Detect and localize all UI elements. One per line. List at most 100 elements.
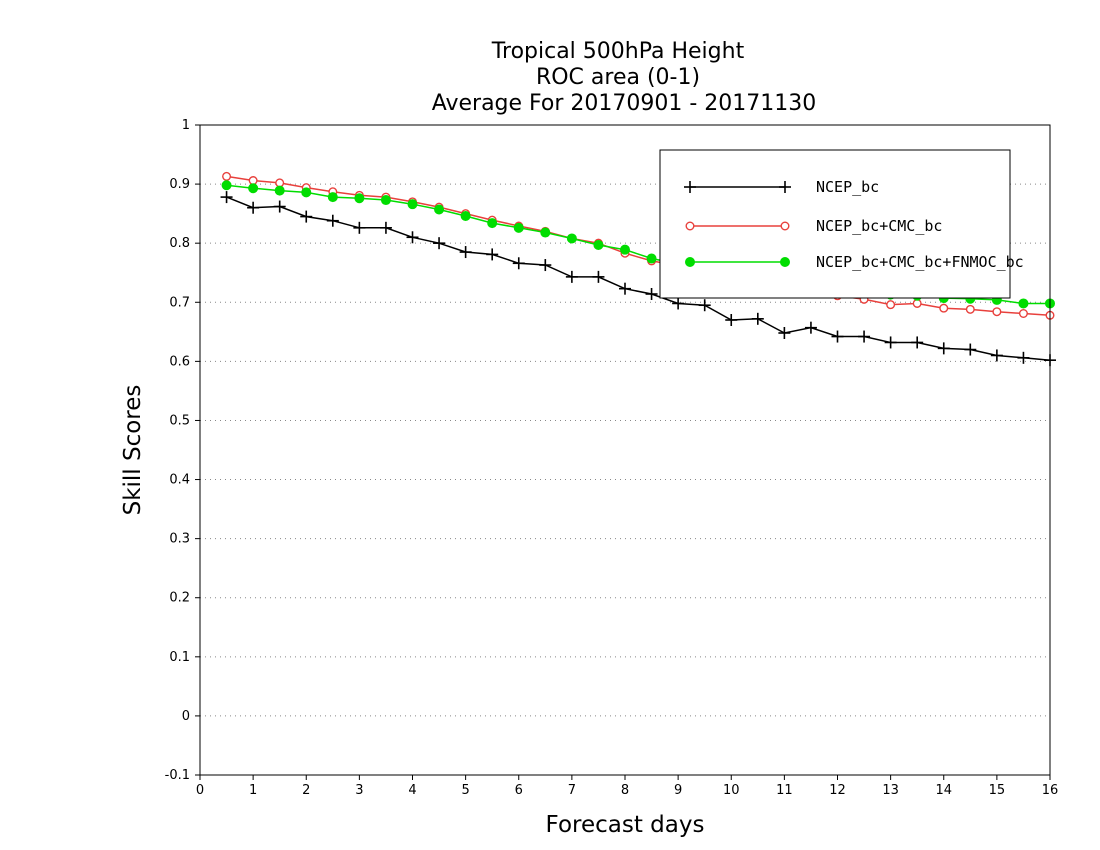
x-tick-label: 15 bbox=[989, 783, 1006, 798]
x-tick-label: 0 bbox=[196, 783, 204, 798]
point-marker bbox=[487, 218, 498, 229]
point-marker bbox=[274, 185, 285, 196]
grid bbox=[200, 183, 1050, 717]
point-marker bbox=[911, 336, 924, 349]
point-marker bbox=[220, 191, 233, 204]
point-marker bbox=[327, 192, 338, 203]
legend-box bbox=[659, 149, 1011, 299]
point-marker bbox=[672, 297, 685, 310]
point-marker bbox=[1017, 351, 1030, 364]
x-axis-title: Forecast days bbox=[546, 812, 705, 838]
point-marker bbox=[685, 257, 695, 267]
x-tick-label: 2 bbox=[302, 783, 310, 798]
point-marker bbox=[780, 257, 790, 267]
point-marker bbox=[620, 244, 630, 255]
point-marker bbox=[300, 210, 313, 223]
point-marker bbox=[780, 221, 790, 231]
point-marker bbox=[831, 330, 844, 343]
legend: NCEP_bc NCEP_bc+CMC_bc NCEP_bc+CMC_bc+FNMO… bbox=[659, 149, 1024, 299]
point-marker bbox=[248, 183, 259, 194]
legend-label: NCEP_bc+CMC_bc+FNMOC_bc bbox=[816, 253, 1024, 271]
plot-frame bbox=[199, 124, 1051, 776]
x-tick-label: 5 bbox=[461, 783, 469, 798]
legend-item: NCEP_bc bbox=[684, 178, 879, 196]
point-marker bbox=[459, 246, 472, 259]
axes: -0.100.10.20.30.40.50.60.70.80.910 1 2 3 4 5 6… bbox=[165, 118, 1059, 798]
x-tick-label: 7 bbox=[568, 783, 576, 798]
point-marker bbox=[698, 299, 711, 312]
point-marker bbox=[222, 171, 232, 181]
point-marker bbox=[886, 300, 896, 310]
point-marker bbox=[354, 193, 365, 204]
x-tick-label: 14 bbox=[935, 783, 952, 798]
point-marker bbox=[937, 342, 950, 355]
point-marker bbox=[778, 327, 791, 339]
x-tick-label: 8 bbox=[621, 783, 629, 798]
point-marker bbox=[990, 349, 1003, 362]
x-tick-label: 3 bbox=[355, 783, 363, 798]
point-marker bbox=[353, 221, 366, 234]
point-marker bbox=[221, 180, 232, 191]
point-marker bbox=[434, 204, 445, 215]
point-marker bbox=[540, 227, 551, 238]
point-marker bbox=[779, 181, 791, 193]
x-tick-label: 16 bbox=[1042, 783, 1059, 798]
point-marker bbox=[939, 303, 949, 313]
point-marker bbox=[273, 200, 286, 213]
legend-label: NCEP_bc+CMC_bc bbox=[816, 217, 942, 235]
title-line-2: ROC area (0-1) bbox=[536, 65, 700, 90]
point-marker bbox=[1018, 309, 1028, 319]
point-marker bbox=[460, 211, 471, 221]
y-tick-label: 0.3 bbox=[169, 532, 190, 547]
point-marker bbox=[725, 314, 738, 326]
point-marker bbox=[619, 282, 631, 295]
legend-item: NCEP_bc+CMC_bc bbox=[685, 217, 942, 235]
x-tick-label: 13 bbox=[882, 783, 899, 798]
point-marker bbox=[964, 343, 977, 356]
y-tick-label: 0.5 bbox=[169, 413, 190, 428]
point-marker bbox=[326, 214, 339, 227]
y-tick-label: 0.2 bbox=[169, 591, 190, 606]
y-tick-label: 1 bbox=[182, 118, 190, 133]
point-marker bbox=[645, 288, 658, 300]
point-marker bbox=[592, 270, 605, 283]
point-marker bbox=[912, 298, 922, 308]
point-marker bbox=[565, 270, 578, 283]
point-marker bbox=[684, 181, 696, 193]
point-marker bbox=[804, 321, 817, 334]
point-marker bbox=[406, 231, 419, 244]
x-tick-label: 9 bbox=[674, 783, 682, 798]
y-axis-title: Skill Scores bbox=[120, 385, 146, 516]
point-marker bbox=[884, 336, 897, 349]
point-marker bbox=[379, 221, 392, 234]
y-tick-label: 0.1 bbox=[169, 650, 190, 665]
x-tick-label: 10 bbox=[723, 783, 740, 798]
title-line-1: Tropical 500hPa Height bbox=[491, 39, 745, 64]
y-tick-label: 0.4 bbox=[169, 473, 190, 488]
point-marker bbox=[275, 178, 285, 188]
point-marker bbox=[433, 237, 446, 250]
legend-items: NCEP_bc NCEP_bc+CMC_bc NCEP_bc+CMC_bc+FNMO… bbox=[684, 178, 1024, 271]
y-tick-label: 0 bbox=[182, 709, 190, 724]
y-tick-label: 0.7 bbox=[169, 295, 190, 310]
legend-label: NCEP_bc bbox=[816, 178, 879, 196]
point-marker bbox=[380, 195, 391, 206]
point-marker bbox=[539, 259, 552, 272]
point-marker bbox=[248, 176, 258, 186]
chart-title: Tropical 500hPa Height ROC area (0-1) Av… bbox=[432, 39, 817, 116]
point-marker bbox=[685, 221, 695, 231]
point-marker bbox=[247, 201, 260, 214]
point-marker bbox=[992, 307, 1002, 317]
y-tick-label: 0.8 bbox=[169, 236, 190, 251]
title-line-3: Average For 20170901 - 20171130 bbox=[432, 91, 817, 116]
legend-item: NCEP_bc+CMC_bc+FNMOC_bc bbox=[685, 253, 1024, 271]
point-marker bbox=[1018, 298, 1029, 309]
point-marker bbox=[646, 253, 657, 264]
point-marker bbox=[858, 330, 871, 343]
point-marker bbox=[407, 199, 418, 210]
point-marker bbox=[965, 304, 975, 314]
point-marker bbox=[486, 248, 499, 261]
point-marker bbox=[512, 257, 525, 270]
point-marker bbox=[513, 222, 524, 233]
